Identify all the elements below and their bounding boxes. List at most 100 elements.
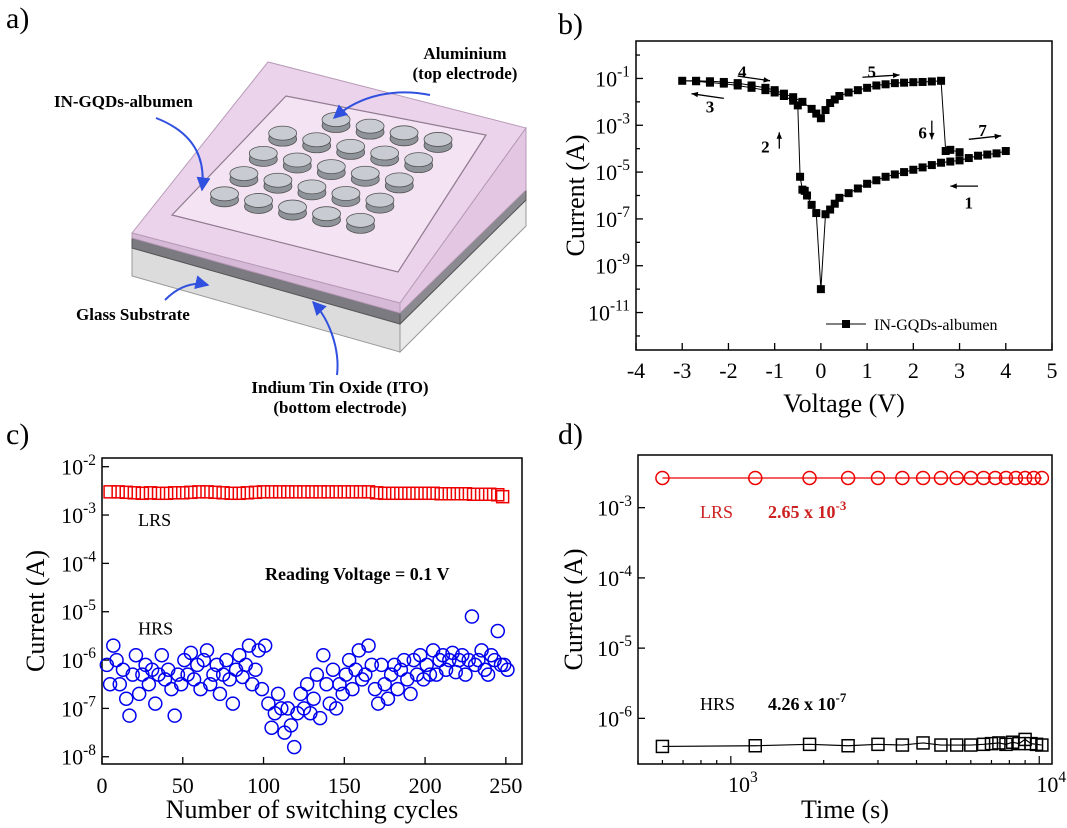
chart-b-data-point xyxy=(793,101,802,110)
chart-c-series-label: LRS xyxy=(138,510,171,530)
chart-b-sweep-label: 6 xyxy=(918,123,927,142)
chart-c-data-point xyxy=(328,701,344,716)
chart-c-data-point xyxy=(418,486,432,501)
chart-c-data-point xyxy=(480,667,496,682)
chart-b-data-point xyxy=(796,172,805,181)
chart-c-data-point xyxy=(394,486,408,501)
chart-c-data-point xyxy=(176,486,190,500)
chart-c-y-axis-label: Current (A) xyxy=(21,550,50,672)
chart-c-data-point xyxy=(248,485,263,500)
chart-c-y-tick-label: 10-4 xyxy=(61,548,96,576)
chart-c-data-point xyxy=(458,667,473,682)
chart-b-data-point xyxy=(872,176,881,185)
label-aluminium: Aluminium xyxy=(423,44,507,63)
chart-c-data-point xyxy=(264,720,279,735)
chart-c-data-point xyxy=(369,486,384,500)
chart-c-data-point xyxy=(159,486,174,501)
chart-c-data-point xyxy=(170,667,186,682)
chart-d-data-point xyxy=(1017,470,1033,486)
chart-b-data-point xyxy=(853,184,862,193)
chart-b-data-point xyxy=(803,191,812,200)
chart-c-data-point xyxy=(125,667,140,682)
chart-c-y-tick-label: 10-8 xyxy=(61,742,96,770)
chart-b-y-tick-label: 10-1 xyxy=(595,64,630,92)
chart-b-data-point xyxy=(844,189,853,198)
chart-c-data-point xyxy=(321,485,335,499)
chart-d-data-point xyxy=(992,736,1006,750)
chart-c-data-point xyxy=(345,681,360,697)
chart-c-data-point xyxy=(458,487,473,501)
chart-b-data-point xyxy=(816,114,825,123)
chart-c-data-point xyxy=(131,686,147,702)
chart-b-x-tick-label: -4 xyxy=(627,358,645,383)
chart-b-y-tick-label: 10-11 xyxy=(588,298,630,326)
chart-b-data-point xyxy=(798,97,807,106)
chart-c-y-tick-label: 10-2 xyxy=(61,452,96,480)
chart-c-data-point xyxy=(402,486,416,501)
chart-c-data-point xyxy=(464,609,480,624)
chart-d-data-point xyxy=(802,737,817,752)
chart-d-data-point xyxy=(1034,470,1050,486)
chart-b-data-point xyxy=(890,170,899,179)
chart-c-data-point xyxy=(422,667,438,682)
chart-b-data-point xyxy=(844,88,853,97)
chart-b-y-tick-label: 10-5 xyxy=(595,157,630,185)
chart-b-data-point xyxy=(807,104,816,113)
chart-b-sweep-label: 4 xyxy=(738,62,747,81)
chart-d-value-label-hrs: 4.26 x 10-7 xyxy=(768,690,847,714)
chart-c-data-point xyxy=(289,485,303,499)
chart-c-data-point xyxy=(491,487,505,502)
chart-b-data-point xyxy=(872,81,881,90)
chart-c-data-point xyxy=(248,662,263,677)
chart-c-data-point xyxy=(112,676,128,692)
chart-c-data-point xyxy=(202,676,218,692)
chart-d-data-point xyxy=(840,470,856,486)
chart-b-sweep-arrow-6-head xyxy=(929,132,935,140)
chart-c-x-tick-label: 50 xyxy=(172,773,194,798)
panel-label-c: c) xyxy=(6,418,29,451)
chart-c-data-point xyxy=(305,485,319,499)
chart-c-data-point xyxy=(219,652,234,668)
chart-b-data-point xyxy=(830,199,839,208)
chart-d-data-point xyxy=(870,470,886,486)
chart-b-data-point xyxy=(821,106,830,115)
chart-b-y-tick-label: 10-7 xyxy=(595,204,630,232)
chart-c-data-point xyxy=(377,486,392,501)
label-film: IN-GQDs-albumen xyxy=(54,92,193,111)
chart-c-data-point xyxy=(183,645,199,661)
label-glass: Glass Substrate xyxy=(76,305,190,324)
chart-b-data-point xyxy=(927,77,936,86)
chart-b-x-tick-label: 4 xyxy=(1000,358,1011,383)
chart-d-y-tick-label: 10-3 xyxy=(597,493,632,521)
chart-c-data-point xyxy=(118,691,134,706)
chart-b-data-point xyxy=(955,148,964,157)
chart-c-data-point xyxy=(264,485,279,499)
chart-c-data-point xyxy=(337,485,352,499)
chart-b-data-point xyxy=(835,92,844,101)
chart-c-series-lrs xyxy=(103,485,510,504)
chart-b-data-point xyxy=(826,99,835,108)
chart-d-series-lrs xyxy=(655,470,1050,486)
chart-c-data-point xyxy=(141,676,157,692)
chart-c-data-point xyxy=(434,487,448,501)
chart-d-data-point xyxy=(916,736,930,750)
chart-b-data-point xyxy=(918,77,927,86)
chart-b-data-point xyxy=(955,156,964,165)
chart-d-data-point xyxy=(933,470,949,486)
chart-c-data-point xyxy=(199,643,215,658)
chart-b-data-point xyxy=(946,157,955,166)
chart-d-data-point xyxy=(949,470,964,486)
chart-c-data-point xyxy=(196,652,212,668)
chart-c-data-point xyxy=(281,485,295,499)
chart-d-data-point xyxy=(934,738,948,752)
chart-c-x-tick-label: 100 xyxy=(247,773,280,798)
chart-b-sweep-label: 5 xyxy=(867,62,876,81)
chart-b-x-tick-label: 1 xyxy=(862,358,873,383)
chart-c-data-point xyxy=(224,486,238,501)
chart-b-data-point xyxy=(789,93,798,102)
chart-b-data-point xyxy=(798,185,807,194)
chart-d-data-point xyxy=(998,470,1014,486)
chart-b-data-point xyxy=(890,79,899,88)
chart-d-series-label-lrs: LRS xyxy=(700,502,733,522)
chart-c-data-point xyxy=(490,623,506,639)
